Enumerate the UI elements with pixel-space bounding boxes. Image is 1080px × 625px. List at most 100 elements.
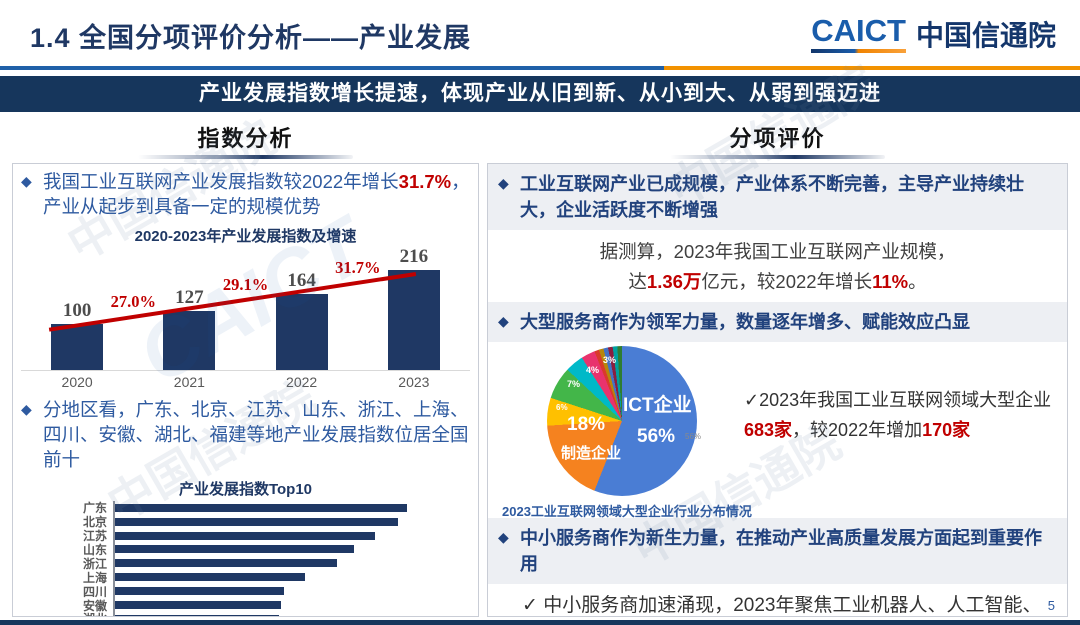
sub-evaluation-column: 分项评价 ◆ 工业互联网产业已成规模，产业体系不断完善，主导产业持续壮大，企业活跃…	[487, 121, 1068, 617]
right-bullet-2: ◆ 大型服务商作为领军力量，数量逐年增多、赋能效应凸显	[488, 302, 1067, 343]
left-panel: ◆ 我国工业互联网产业发展指数较2022年增长31.7%，产业从起步到具备一定的规…	[12, 163, 479, 617]
index-x-label: 2023	[398, 373, 430, 390]
scale-statement-line1: 据测算，2023年我国工业互联网产业规模，	[599, 241, 956, 263]
caict-logo-name: 中国信通院	[915, 20, 1056, 51]
top10-bar	[115, 517, 399, 526]
bottom-accent-bar	[0, 620, 1080, 625]
large-enterprise-note-line2: 683家，较2022年增加170家	[744, 416, 1051, 446]
pie-label-6pct: 6%	[556, 403, 568, 413]
pie-label-ict-pct: 56%	[637, 426, 676, 448]
index-bar-value: 127	[175, 287, 204, 309]
left-bullet-1-text-2: ，产业从起步到具备一定的规模优势	[43, 171, 470, 217]
top10-chart-title: 产业发展指数Top10	[178, 480, 313, 498]
index-bar-value: 100	[62, 299, 92, 321]
large-enterprise-note: ✓2023年我国工业互联网领域大型企业 683家，较2022年增加170家	[744, 386, 1051, 518]
left-bullet-1: ◆ 我国工业互联网产业发展指数较2022年增长31.7%，产业从起步到具备一定的规…	[13, 164, 478, 220]
top10-bar	[115, 531, 375, 540]
right-bullet-1-text: 工业互联网产业已成规模，产业体系不断完善，主导产业持续壮大，企业活跃度不断增强	[520, 174, 1024, 221]
top10-label: 广东	[82, 501, 107, 516]
note-highlight-683: 683家	[744, 419, 793, 440]
pie-label-ict: ICT企业	[623, 395, 692, 417]
index-bar-value: 164	[287, 270, 316, 291]
right-section-heading: 分项评价	[729, 126, 826, 151]
left-section-heading: 指数分析	[197, 126, 294, 151]
left-bullet-1-text: 我国工业互联网产业发展指数较2022年增长	[43, 171, 399, 192]
caict-logo: CAICT 中国信通院	[811, 14, 1056, 54]
index-bar	[275, 294, 328, 370]
pie-label-mfg: 制造企业	[561, 445, 622, 463]
index-bar-value: 216	[399, 245, 429, 267]
right-bullet-3: ◆ 中小服务商作为新生力量，在推动产业高质量发展方面起到重要作用	[488, 518, 1067, 585]
right-bullet-3-text: 中小服务商作为新生力量，在推动产业高质量发展方面起到重要作用	[520, 528, 1042, 575]
header-divider	[0, 66, 1080, 70]
top10-row: 浙江	[57, 556, 464, 571]
page-number: 5	[1047, 598, 1055, 613]
diamond-bullet-icon: ◆	[498, 175, 509, 191]
top10-label: 湖北	[57, 610, 113, 616]
top10-track	[113, 500, 464, 515]
scale-line2-pre: 达	[628, 271, 647, 293]
diamond-bullet-icon: ◆	[498, 313, 509, 330]
diamond-bullet-icon: ◆	[498, 529, 509, 546]
top10-track	[113, 556, 464, 571]
scale-statement-line2: 达1.36万亿元，较2022年增长11%。	[488, 267, 1067, 297]
top10-bar	[115, 503, 407, 512]
top10-row: 山东	[57, 542, 464, 557]
index-bar	[387, 269, 440, 370]
index-x-label: 2021	[173, 373, 205, 390]
right-panel: ◆ 工业互联网产业已成规模，产业体系不断完善，主导产业持续壮大，企业活跃度不断增强…	[487, 163, 1068, 617]
industry-distribution-pie-chart: ICT企业 56% 56% 18% 制造企业 6% 7% 4% 3%	[547, 346, 701, 497]
top10-row: 上海	[57, 570, 464, 585]
key-message-banner: 产业发展指数增长提速，体现产业从旧到新、从小到大、从弱到强迈进	[0, 76, 1080, 112]
index-chart-title: 2020-2023年产业发展指数及增速	[134, 227, 357, 245]
pie-chart-caption: 2023工业互联网领域大型企业行业分布情况	[502, 504, 752, 520]
index-growth-chart: 100 2020 127 2021 164 2022 216 2023 27.0% 29.1% 31…	[21, 246, 470, 392]
diamond-bullet-icon: ◆	[21, 173, 32, 189]
caict-logo-text: CAICT	[811, 13, 906, 49]
caict-logo-mark: CAICT	[811, 15, 906, 53]
left-bullet-1-highlight: 31.7%	[398, 171, 452, 192]
top10-label: 安徽	[82, 598, 107, 613]
pie-label-ict-pct-small: 56%	[685, 432, 702, 442]
top10-row: 北京	[57, 514, 464, 530]
scale-line2-mid: 亿元，较2022年增长	[701, 271, 873, 293]
top10-row: 广东	[57, 500, 464, 516]
left-heading-rule	[138, 155, 353, 159]
top10-bar	[115, 573, 305, 582]
scale-statement: 据测算，2023年我国工业互联网产业规模， 达1.36万亿元，较2022年增长1…	[488, 230, 1067, 302]
top10-label: 北京	[82, 515, 107, 530]
top10-track	[113, 570, 464, 585]
top10-bar	[115, 601, 282, 610]
sme-note-text: ✓ 中小服务商加速涌现，2023年聚焦工业机器人、人工智能、大数据等新兴技术的工…	[522, 595, 1042, 617]
pie-label-4pct: 4%	[586, 365, 600, 376]
index-bar	[51, 323, 104, 370]
top10-track	[113, 528, 464, 543]
large-enterprise-section: ICT企业 56% 56% 18% 制造企业 6% 7% 4% 3% 2023工…	[488, 342, 1067, 520]
top10-track	[113, 542, 464, 557]
diamond-bullet-icon: ◆	[21, 400, 32, 417]
top10-label: 浙江	[82, 556, 107, 571]
left-bullet-2-text: 分地区看，广东、北京、江苏、山东、浙江、上海、四川、安徽、湖北、福建等地产业发展…	[43, 398, 469, 470]
index-chart-plot: 100 2020 127 2021 164 2022 216 2023 27.0% 29.1% 31…	[21, 245, 470, 390]
top10-row: 四川	[57, 584, 464, 599]
sme-note: ✓ 中小服务商加速涌现，2023年聚焦工业机器人、人工智能、大数据等新兴技术的工…	[488, 584, 1067, 617]
note-mid: ，较2022年增加	[792, 419, 923, 440]
left-bullet-2: ◆ 分地区看，广东、北京、江苏、山东、浙江、上海、四川、安徽、湖北、福建等地产业发…	[13, 392, 478, 473]
top10-track	[113, 598, 464, 612]
index-x-label: 2020	[61, 373, 93, 390]
top10-bar	[115, 559, 337, 568]
top10-track	[113, 584, 464, 599]
scale-line2-end: 。	[908, 271, 927, 293]
large-enterprise-note-line1: ✓2023年我国工业互联网领域大型企业	[744, 390, 1052, 411]
top10-track	[113, 611, 464, 616]
index-analysis-column: 指数分析 ◆ 我国工业互联网产业发展指数较2022年增长31.7%，产业从起步到具…	[12, 121, 479, 617]
growth-rate-label: 29.1%	[222, 274, 269, 294]
top10-row: 安徽	[57, 598, 464, 613]
right-heading-rule	[670, 155, 885, 159]
pie-label-mfg-pct: 18%	[567, 414, 606, 436]
right-bullet-1: ◆ 工业互联网产业已成规模，产业体系不断完善，主导产业持续壮大，企业活跃度不断增强	[488, 164, 1067, 231]
growth-rate-label: 31.7%	[335, 257, 381, 277]
pie-label-7pct: 7%	[567, 379, 581, 390]
top10-label: 山东	[82, 542, 107, 557]
top10-bar	[115, 614, 279, 616]
